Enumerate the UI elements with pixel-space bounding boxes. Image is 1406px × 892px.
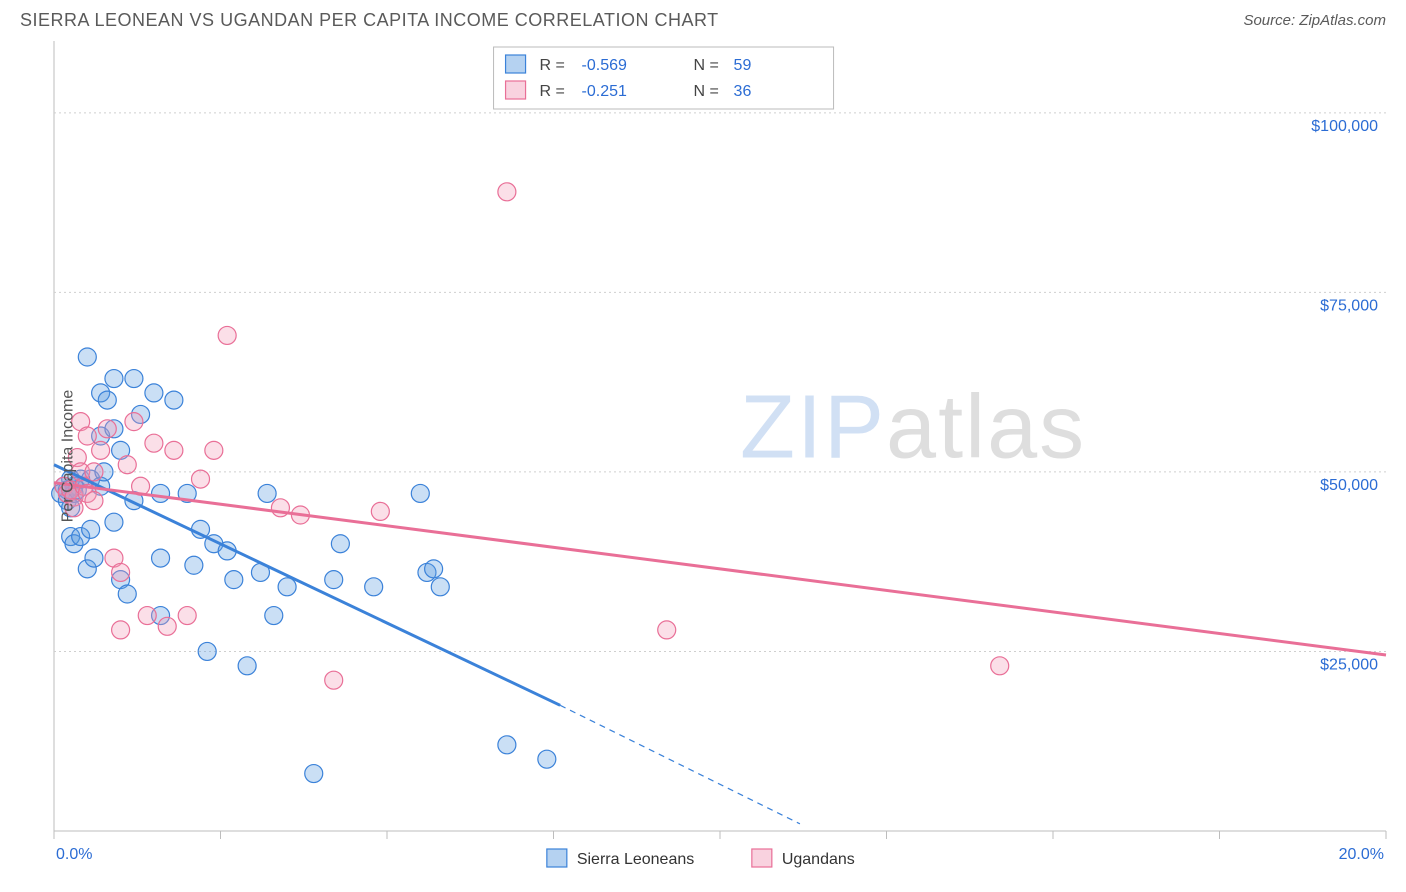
- scatter-point: [92, 441, 110, 459]
- scatter-point: [158, 617, 176, 635]
- legend-r-label: R =: [540, 57, 565, 74]
- scatter-point: [198, 642, 216, 660]
- scatter-point: [371, 502, 389, 520]
- chart-container: Per Capita Income $25,000$50,000$75,000$…: [0, 31, 1406, 881]
- chart-title: SIERRA LEONEAN VS UGANDAN PER CAPITA INC…: [20, 10, 719, 31]
- scatter-point: [112, 621, 130, 639]
- legend-r-value: -0.569: [582, 57, 627, 74]
- scatter-point: [218, 326, 236, 344]
- scatter-point: [85, 463, 103, 481]
- y-tick-label: $50,000: [1320, 477, 1378, 494]
- scatter-point: [78, 348, 96, 366]
- scatter-point: [85, 549, 103, 567]
- scatter-point: [425, 560, 443, 578]
- legend-series-label: Sierra Leoneans: [577, 851, 694, 868]
- scatter-point: [265, 607, 283, 625]
- legend-n-label: N =: [694, 83, 719, 100]
- scatter-point: [538, 750, 556, 768]
- legend-n-label: N =: [694, 57, 719, 74]
- scatter-point: [365, 578, 383, 596]
- scatter-point: [331, 535, 349, 553]
- scatter-point: [98, 391, 116, 409]
- scatter-point: [165, 391, 183, 409]
- legend-r-label: R =: [540, 83, 565, 100]
- y-tick-label: $100,000: [1311, 118, 1378, 135]
- scatter-point: [112, 563, 130, 581]
- legend-swatch: [547, 849, 567, 867]
- legend-series-label: Ugandans: [782, 851, 855, 868]
- scatter-point: [305, 765, 323, 783]
- scatter-point: [658, 621, 676, 639]
- scatter-point: [138, 607, 156, 625]
- scatter-point: [152, 549, 170, 567]
- scatter-point: [498, 736, 516, 754]
- scatter-point: [152, 484, 170, 502]
- correlation-legend: R = -0.569 N = 59 R = -0.251 N = 36: [494, 47, 834, 109]
- scatter-point: [278, 578, 296, 596]
- source-label: Source: ZipAtlas.com: [1243, 12, 1386, 29]
- scatter-point: [411, 484, 429, 502]
- scatter-point: [498, 183, 516, 201]
- legend-n-value: 36: [734, 83, 752, 100]
- scatter-point: [125, 370, 143, 388]
- scatter-point: [125, 413, 143, 431]
- scatter-point: [105, 513, 123, 531]
- scatter-chart: $25,000 $50,000 $75,000 $100,000 0.0% 20.0% ZI…: [0, 31, 1406, 881]
- legend-swatch: [752, 849, 772, 867]
- series-legend: Sierra Leoneans Ugandans: [547, 849, 855, 868]
- legend-swatch: [506, 55, 526, 73]
- scatter-point: [118, 456, 136, 474]
- scatter-point: [205, 441, 223, 459]
- legend-n-value: 59: [734, 57, 752, 74]
- scatter-point: [82, 520, 100, 538]
- scatter-point: [258, 484, 276, 502]
- y-tick-label: $75,000: [1320, 297, 1378, 314]
- legend-r-value: -0.251: [582, 83, 627, 100]
- scatter-point: [165, 441, 183, 459]
- scatter-point: [431, 578, 449, 596]
- scatter-point: [85, 492, 103, 510]
- scatter-point: [145, 434, 163, 452]
- scatter-point: [185, 556, 203, 574]
- scatter-point: [98, 420, 116, 438]
- scatter-point: [238, 657, 256, 675]
- x-tick-label: 20.0%: [1339, 846, 1384, 863]
- y-tick-label: $25,000: [1320, 656, 1378, 673]
- watermark: ZIPatlas: [740, 378, 1086, 478]
- scatter-point: [178, 607, 196, 625]
- scatter-point: [78, 427, 96, 445]
- scatter-point: [105, 370, 123, 388]
- y-axis-label: Per Capita Income: [59, 390, 77, 523]
- trend-line-dashed: [560, 705, 800, 824]
- scatter-point: [145, 384, 163, 402]
- scatter-point: [118, 585, 136, 603]
- x-tick-label: 0.0%: [56, 846, 92, 863]
- scatter-point: [192, 470, 210, 488]
- scatter-point: [225, 571, 243, 589]
- scatter-point: [325, 671, 343, 689]
- legend-swatch: [506, 81, 526, 99]
- scatter-point: [991, 657, 1009, 675]
- scatter-point: [325, 571, 343, 589]
